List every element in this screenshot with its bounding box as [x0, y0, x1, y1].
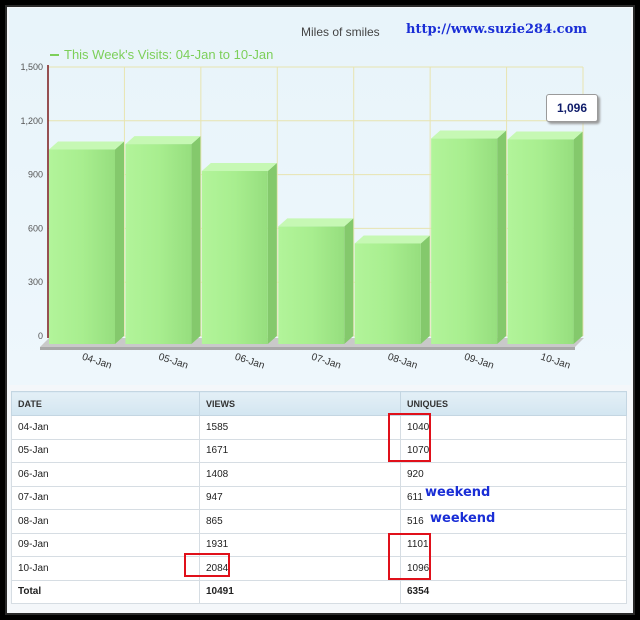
cell-uniques: 611 [400, 485, 627, 510]
cell-views: 2084 [199, 556, 401, 581]
highlight-box-uniques-top [388, 413, 431, 462]
highlight-box-views-max [184, 553, 230, 577]
bar-side [420, 235, 430, 344]
bar-side [497, 130, 507, 344]
bar-side [191, 136, 201, 344]
cell-date: 04-Jan [11, 415, 200, 440]
cell-uniques: 1096 [400, 556, 627, 581]
bar-top [354, 235, 430, 244]
bar [278, 226, 345, 344]
bar-side [344, 218, 354, 344]
x-tick-label: 04-Jan [81, 352, 113, 372]
x-tick-label: 08-Jan [386, 352, 418, 372]
y-tick-label: 600 [28, 223, 43, 233]
bar-top [125, 136, 201, 145]
y-tick-label: 1,500 [20, 62, 43, 72]
x-tick-label: 10-Jan [539, 352, 571, 372]
bar-side [573, 131, 583, 344]
weekend-note-07-jan: weekend [425, 485, 491, 500]
bar [49, 149, 115, 344]
legend-label: This Week's Visits: 04-Jan to 10-Jan [64, 47, 274, 62]
header-uniques: UNIQUES [400, 391, 627, 416]
table-header-row: DATE VIEWS UNIQUES [11, 391, 627, 416]
cell-views: 1671 [199, 438, 401, 463]
bar [431, 138, 498, 344]
table-row: 06-Jan 1408 920 [11, 462, 627, 487]
cell-views: 1585 [199, 415, 401, 440]
bar-top [49, 141, 124, 150]
cell-uniques: 1040 [400, 415, 627, 440]
x-tick-label: 06-Jan [233, 352, 265, 372]
x-tick-label: 05-Jan [157, 352, 189, 372]
cell-date: 05-Jan [11, 438, 200, 463]
bar-top [201, 163, 277, 172]
site-url-text: http://www.suzie284.com [406, 22, 588, 37]
table-row: 09-Jan 1931 1101 [11, 532, 627, 557]
table-row: 08-Jan 865 516 [11, 509, 627, 534]
total-views: 10491 [199, 579, 401, 604]
bar-top [507, 131, 583, 140]
bar-chart: 0 300 600 900 1,200 1,500 04-Jan 05-Jan 06-Jan 07… [20, 62, 584, 372]
cell-date: 10-Jan [11, 556, 200, 581]
header-views: VIEWS [199, 391, 401, 416]
cell-date: 09-Jan [11, 532, 200, 557]
table-row: 10-Jan 2084 1096 [11, 556, 627, 581]
y-tick-label: 0 [38, 331, 43, 341]
cell-uniques: 920 [400, 462, 627, 487]
bar-top [431, 130, 507, 139]
table-row: 07-Jan 947 611 [11, 485, 627, 510]
bar [201, 171, 268, 344]
table-row: 04-Jan 1585 1040 [11, 415, 627, 440]
bar-side [115, 141, 124, 344]
bar [125, 144, 192, 344]
chart-caption: Miles of smiles [301, 25, 380, 39]
x-tick-label: 07-Jan [310, 352, 342, 372]
value-tooltip: 1,096 [546, 94, 598, 122]
bar-side [267, 163, 277, 344]
y-tick-label: 300 [28, 277, 43, 287]
chart-floor-edge [40, 347, 575, 350]
table-row: 05-Jan 1671 1070 [11, 438, 627, 463]
chart-legend: This Week's Visits: 04-Jan to 10-Jan [50, 47, 273, 62]
table-total-row: Total 10491 6354 [11, 579, 627, 604]
bar [354, 243, 421, 344]
x-tick-label: 09-Jan [463, 352, 495, 372]
visits-table: DATE VIEWS UNIQUES 04-Jan 1585 1040 05-J… [11, 391, 627, 604]
total-uniques: 6354 [400, 579, 627, 604]
header-date: DATE [11, 391, 200, 416]
legend-swatch [50, 53, 59, 56]
cell-views: 1408 [199, 462, 401, 487]
cell-uniques: 1070 [400, 438, 627, 463]
cell-uniques: 1101 [400, 532, 627, 557]
bar-top [278, 218, 354, 227]
y-tick-label: 1,200 [20, 116, 43, 126]
cell-date: 06-Jan [11, 462, 200, 487]
cell-date: 08-Jan [11, 509, 200, 534]
cell-views: 865 [199, 509, 401, 534]
total-label: Total [11, 579, 200, 604]
bar [507, 139, 574, 344]
cell-views: 947 [199, 485, 401, 510]
highlight-box-uniques-bottom [388, 533, 431, 580]
y-tick-label: 900 [28, 170, 43, 180]
weekend-note-08-jan: weekend [430, 511, 496, 526]
cell-date: 07-Jan [11, 485, 200, 510]
